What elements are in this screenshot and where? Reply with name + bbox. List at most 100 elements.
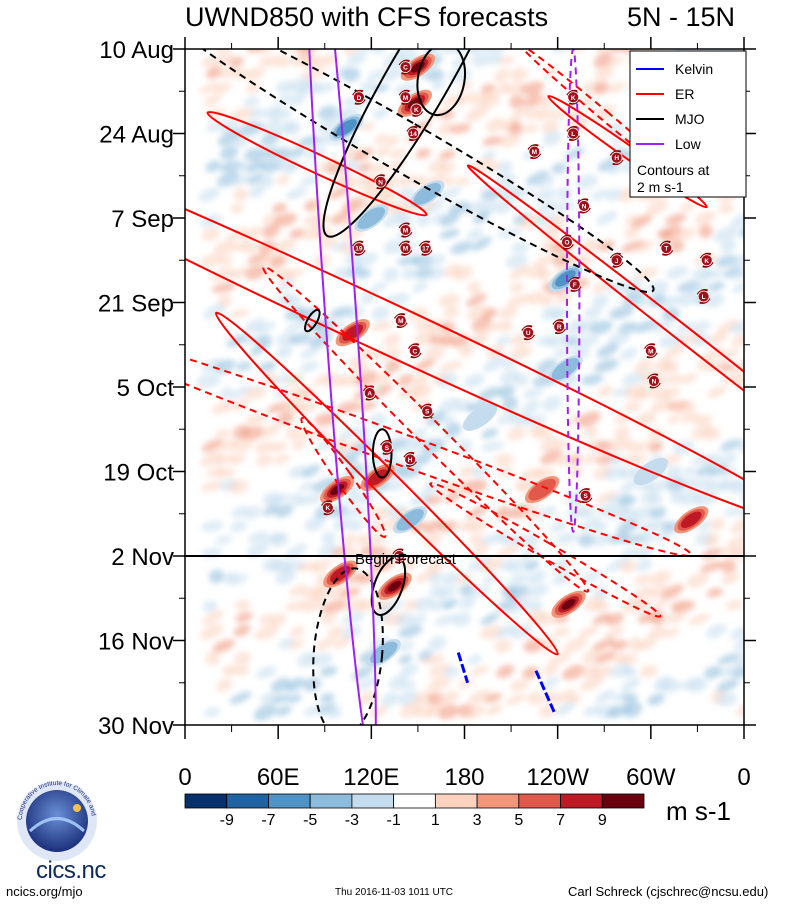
texture-cell: [437, 704, 460, 720]
texture-cell: [319, 237, 338, 250]
texture-cell: [444, 666, 460, 678]
texture-cell: [663, 344, 686, 360]
texture-cell: [597, 385, 614, 398]
texture-cell: [661, 584, 684, 600]
texture-cell: [624, 226, 640, 239]
texture-cell: [300, 68, 326, 80]
texture-cell: [219, 146, 239, 160]
texture-cell: [730, 358, 744, 374]
texture-cell: [497, 160, 513, 174]
texture-cell: [205, 160, 221, 173]
storm-swirl: [362, 385, 377, 401]
texture-cell: [650, 569, 672, 586]
storm-swirl: [352, 89, 366, 105]
texture-cell: [505, 559, 531, 573]
texture-cell: [692, 333, 711, 347]
texture-cell: [441, 571, 460, 586]
texture-cell: [636, 560, 653, 572]
storm-swirl: [609, 150, 624, 166]
texture-cell: [215, 49, 232, 55]
texture-cell: [479, 93, 501, 109]
storm-marker: T: [659, 240, 674, 256]
storm-marker: M: [398, 240, 413, 256]
texture-cell: [327, 625, 344, 639]
texture-cell: [452, 612, 471, 627]
texture-cell: [287, 694, 302, 704]
texture-cell: [620, 347, 638, 361]
texture-cell: [371, 49, 387, 55]
texture-cell: [198, 187, 221, 202]
anomaly-blob: [396, 508, 424, 531]
texture-cell: [203, 707, 221, 717]
storm-dot: [610, 151, 623, 164]
logo-name: cics.nc: [36, 857, 106, 884]
texture-cell: [732, 652, 744, 667]
texture-cell: [688, 613, 711, 626]
texture-cell: [371, 321, 394, 332]
storm-label: N: [652, 378, 657, 385]
texture-cell: [554, 202, 577, 212]
texture-cell: [682, 477, 701, 492]
texture-cell: [609, 454, 625, 465]
texture-cell: [273, 454, 291, 465]
storm-dot: [568, 278, 581, 291]
texture-cell: [321, 531, 336, 546]
storm-marker: M: [398, 89, 413, 105]
storm-dot: [363, 387, 376, 399]
texture-cell: [412, 280, 428, 293]
texture-cell: [455, 176, 471, 186]
texture-cell: [299, 361, 320, 373]
kelvin-contour: [534, 670, 556, 714]
texture-cell: [704, 533, 720, 547]
texture-cell: [480, 441, 505, 452]
texture-cell: [254, 624, 279, 641]
colorbar-cell: [351, 793, 395, 809]
texture-cell: [717, 349, 740, 359]
storm-label: T: [664, 246, 668, 253]
footer-url[interactable]: ncics.org/mjo: [6, 884, 83, 899]
texture-cell: [215, 678, 233, 693]
texture-cell: [368, 506, 392, 520]
y-tick-label: 21 Sep: [98, 291, 174, 318]
texture-cell: [230, 161, 248, 174]
texture-cell: [635, 49, 660, 53]
texture-cell: [564, 335, 580, 347]
texture-cell: [425, 411, 446, 426]
texture-cell: [261, 423, 281, 438]
texture-cell: [466, 654, 483, 665]
texture-cell: [333, 266, 352, 280]
chart-title: UWND850 with CFS forecasts: [185, 2, 549, 32]
texture-cell: [536, 358, 557, 374]
mjo-contour: [416, 49, 466, 117]
texture-cell: [448, 479, 473, 495]
colorbar-tick-label: -3: [345, 812, 359, 829]
colorbar-tick-label: 3: [473, 812, 482, 829]
storm-label: C: [412, 348, 417, 355]
texture-cell: [592, 612, 613, 625]
texture-cell: [550, 520, 568, 533]
texture-cell: [541, 225, 561, 240]
texture-cell: [439, 228, 460, 239]
texture-cell: [199, 623, 224, 640]
texture-cell: [203, 95, 221, 106]
texture-cell: [413, 372, 429, 387]
texture-cell: [578, 411, 601, 427]
texture-cell: [218, 256, 233, 266]
texture-cell: [508, 121, 524, 136]
texture-cell: [595, 440, 613, 452]
texture-cell: [339, 587, 361, 599]
storm-label: R: [557, 324, 562, 331]
texture-cell: [498, 305, 518, 320]
texture-cell: [540, 436, 560, 452]
texture-cell: [723, 507, 743, 517]
texture-cell: [341, 611, 366, 625]
texture-cell: [532, 188, 557, 201]
texture-cell: [728, 535, 744, 545]
texture-cell: [261, 105, 281, 119]
texture-cell: [468, 556, 492, 572]
texture-cell: [369, 163, 387, 174]
texture-cell: [286, 187, 307, 200]
storm-label: M: [403, 246, 408, 253]
texture-cell: [708, 331, 728, 345]
texture-cell: [660, 295, 683, 307]
